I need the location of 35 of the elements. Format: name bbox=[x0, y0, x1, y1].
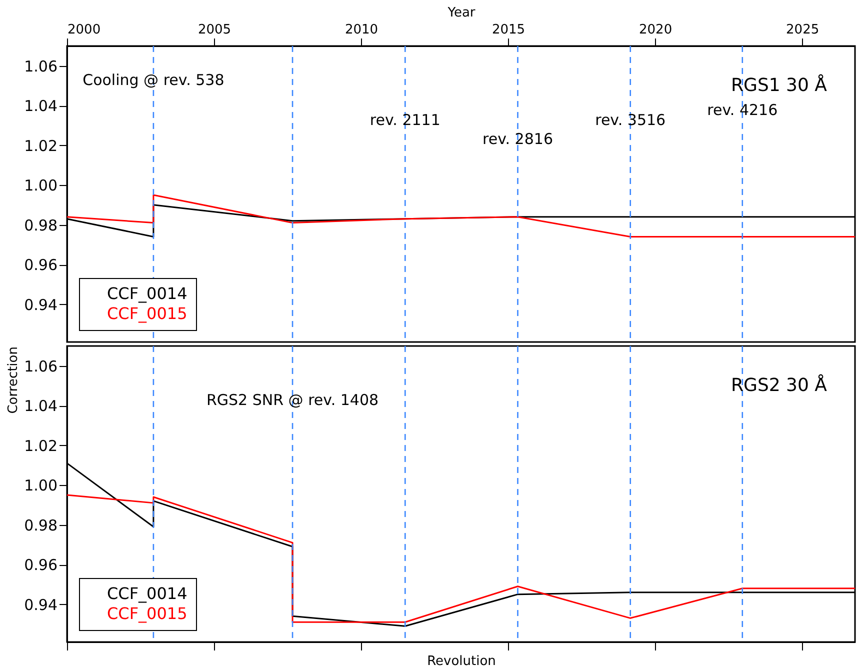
y-tick-label: 1.02 bbox=[24, 436, 58, 455]
ref-line-label: rev. 3516 bbox=[595, 111, 666, 129]
text: CCF_0014 bbox=[107, 284, 188, 303]
y-tick-label: 1.06 bbox=[24, 57, 58, 76]
ref-line-label: rev. 4216 bbox=[707, 101, 778, 119]
x-tick-label: 2010 bbox=[344, 22, 378, 38]
text: CCF_0015 bbox=[107, 304, 188, 323]
y-axis-title: Correction bbox=[6, 346, 22, 414]
x-axis-title: Revolution bbox=[427, 654, 496, 669]
annotation: RGS2 30 Å bbox=[731, 374, 828, 396]
y-tick-label: 0.96 bbox=[24, 256, 58, 274]
y-tick-label: 0.98 bbox=[24, 516, 58, 534]
y-tick-label: 0.94 bbox=[24, 596, 58, 614]
y-tick-label: 1.00 bbox=[24, 176, 58, 195]
x-axis-title: Year bbox=[446, 6, 476, 20]
y-tick-label: 0.98 bbox=[24, 216, 58, 234]
ref-line-label: RGS2 SNR @ rev. 1408 bbox=[206, 391, 379, 409]
x-tick-label: 2015 bbox=[492, 22, 526, 38]
x-tick-label: 2025 bbox=[786, 22, 820, 38]
y-tick-label: 0.94 bbox=[24, 296, 58, 314]
ref-line-label: rev. 2816 bbox=[482, 130, 553, 148]
ref-line-label: rev. 2111 bbox=[370, 111, 440, 129]
y-tick-label: 1.04 bbox=[24, 97, 58, 116]
y-tick-label: 1.00 bbox=[24, 476, 58, 495]
text: CCF_0015 bbox=[107, 604, 188, 623]
text: CCF_0014 bbox=[107, 584, 188, 603]
y-tick-label: 0.96 bbox=[24, 556, 58, 574]
y-tick-label: 1.04 bbox=[24, 397, 58, 416]
ref-line-label: Cooling @ rev. 538 bbox=[82, 71, 224, 89]
x-tick-label: 2020 bbox=[639, 22, 672, 38]
x-tick-label: 2000 bbox=[68, 22, 101, 38]
y-tick-label: 1.06 bbox=[24, 357, 58, 376]
annotation: RGS1 30 Å bbox=[731, 74, 828, 96]
x-tick-label: 2005 bbox=[198, 22, 232, 38]
y-tick-label: 1.02 bbox=[24, 136, 58, 155]
